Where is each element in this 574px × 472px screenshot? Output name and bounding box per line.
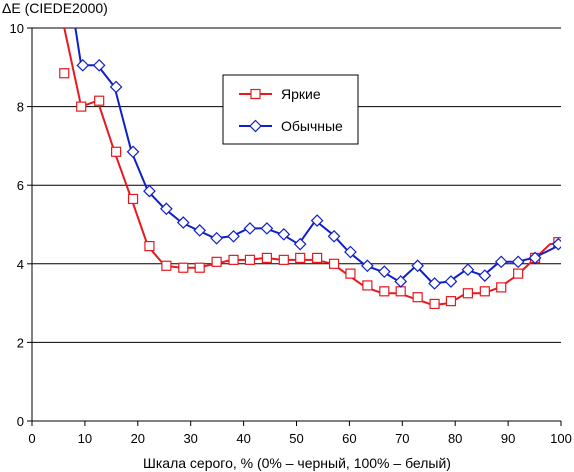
data-point: [496, 282, 507, 293]
data-point: [379, 286, 390, 297]
legend-label: Яркие: [281, 86, 321, 102]
data-point: [227, 229, 240, 243]
legend-box: [222, 74, 359, 145]
data-point: [76, 101, 87, 112]
x-tick-label-50: 50: [289, 431, 303, 446]
data-point: [244, 254, 256, 265]
x-tick-label-90: 90: [501, 431, 515, 446]
y-tick-label-0: 0: [17, 414, 24, 429]
data-point: [111, 146, 122, 157]
data-point: [228, 254, 239, 265]
series-layer: [59, 28, 561, 309]
data-point: [310, 214, 324, 227]
x-tick-label-20: 20: [131, 431, 145, 446]
x-tick-label-40: 40: [236, 431, 250, 446]
x-axis-title: Шкала серого, % (0% – черный, 100% – бел…: [143, 455, 451, 471]
y-tick-label-8: 8: [17, 100, 24, 115]
x-tick-label-70: 70: [395, 431, 409, 446]
data-point: [144, 241, 155, 252]
y-tick-label-4: 4: [17, 257, 24, 272]
data-point: [328, 258, 340, 269]
data-point: [429, 298, 440, 309]
legend-marker: [250, 88, 261, 100]
x-tick-label-10: 10: [78, 431, 92, 446]
data-point: [361, 259, 374, 273]
data-point: [412, 292, 423, 303]
legend-item-2: Обычные: [239, 118, 343, 134]
y-tick-label-6: 6: [17, 178, 24, 193]
data-point: [261, 252, 272, 264]
data-point: [160, 202, 173, 216]
data-point: [345, 268, 356, 279]
data-point: [243, 222, 257, 235]
data-point: [461, 263, 475, 277]
data-point: [92, 58, 106, 72]
data-point: [278, 254, 289, 265]
data-point: [260, 222, 274, 235]
data-point: [211, 256, 222, 267]
data-point: [109, 80, 123, 94]
data-point: [552, 237, 561, 251]
data-point: [210, 231, 223, 245]
data-point: [161, 260, 172, 271]
data-point: [513, 268, 524, 279]
data-point: [494, 255, 508, 269]
data-point: [178, 262, 189, 273]
data-point: [444, 275, 458, 288]
y-tick-label-10: 10: [10, 21, 24, 36]
data-point: [176, 216, 190, 229]
x-tick-label-60: 60: [342, 431, 356, 446]
series-2: [74, 28, 561, 290]
legend-marker: [249, 119, 262, 133]
data-point: [293, 237, 307, 251]
x-tick-label-30: 30: [183, 431, 197, 446]
data-point: [143, 184, 156, 198]
data-point: [462, 288, 473, 299]
data-point: [194, 262, 205, 273]
data-point: [394, 275, 408, 288]
series-1: [59, 28, 561, 309]
x-tick-label-0: 0: [28, 431, 35, 446]
data-point: [94, 95, 105, 106]
y-tick-label-2: 2: [17, 335, 24, 350]
data-point: [295, 252, 306, 264]
data-point: [277, 227, 291, 241]
data-point: [395, 286, 406, 297]
data-point: [411, 259, 424, 273]
data-point: [511, 255, 525, 269]
data-point: [362, 280, 373, 291]
legend-label: Обычные: [281, 118, 343, 134]
data-point: [193, 224, 207, 237]
legend: Яркие Обычные: [222, 74, 359, 145]
data-point: [344, 245, 357, 259]
x-tick-label-100: 100: [550, 431, 572, 446]
data-point: [59, 68, 70, 79]
data-point: [528, 251, 542, 265]
data-point: [377, 265, 391, 279]
y-axis-title: ΔE (CIEDE2000): [2, 0, 108, 16]
legend-item-1: Яркие: [239, 86, 321, 102]
data-point: [445, 296, 457, 307]
data-point: [76, 58, 90, 72]
data-point: [327, 229, 341, 243]
data-point: [428, 277, 441, 290]
x-tick-label-80: 80: [448, 431, 462, 446]
data-point: [312, 252, 323, 264]
data-point: [126, 145, 140, 159]
data-point: [478, 269, 492, 282]
data-point: [127, 193, 139, 205]
data-point: [479, 286, 490, 297]
